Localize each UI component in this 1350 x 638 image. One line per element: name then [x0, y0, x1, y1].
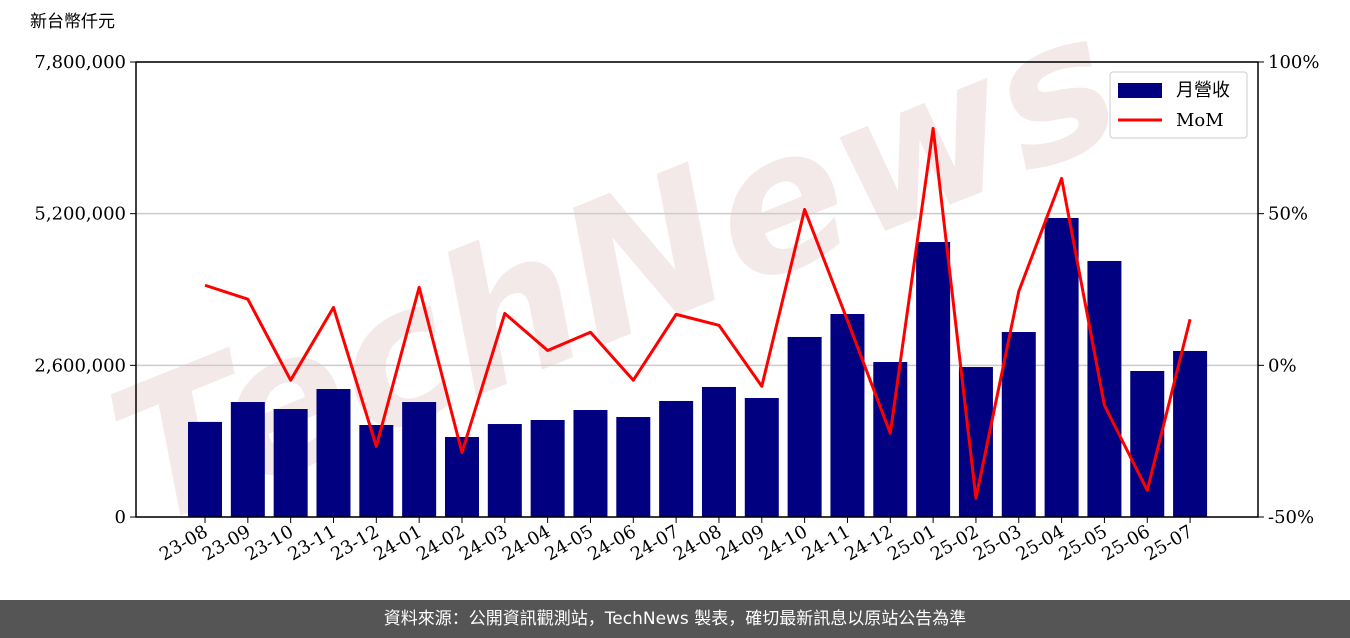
bar: [659, 400, 694, 517]
bar: [916, 242, 951, 517]
bar: [744, 398, 779, 517]
bar: [188, 421, 222, 517]
x-tick-label: 24-08: [670, 521, 725, 565]
x-tick-label: 25-05: [1055, 521, 1110, 565]
y-axis-label: 新台幣仟元: [30, 12, 115, 32]
plot-frame: [135, 61, 1259, 518]
bar: [487, 424, 522, 517]
bar: [573, 410, 608, 517]
bar: [273, 409, 308, 517]
legend: 月營收 MoM: [1109, 71, 1248, 139]
y2-tick-label: 50%: [1268, 204, 1308, 225]
x-tick-label: 24-09: [713, 521, 768, 565]
bar: [830, 314, 865, 517]
y2-tick-label: 0%: [1268, 355, 1297, 376]
x-tick-label: 23-12: [327, 521, 382, 565]
y2-tick-label: 100%: [1268, 52, 1319, 73]
x-tick-label: 24-02: [413, 521, 468, 565]
bar: [1087, 260, 1122, 517]
chart: 新台幣仟元 TechNews02,600,0005,200,0007,800,0…: [30, 0, 1319, 570]
bar: [359, 425, 394, 517]
x-tick-label: 24-03: [456, 521, 511, 565]
y2-tick-label: -50%: [1268, 507, 1314, 528]
x-tick-label: 25-06: [1098, 521, 1153, 565]
x-tick-label: 24-05: [542, 521, 597, 565]
bar: [701, 386, 736, 517]
bar: [873, 362, 908, 517]
x-tick-label: 25-03: [970, 521, 1025, 565]
bar: [1001, 332, 1036, 517]
legend-label: 月營收: [1176, 80, 1230, 101]
y-tick-label: 2,600,000: [34, 355, 126, 376]
bar: [1173, 350, 1208, 517]
bar: [530, 419, 565, 517]
x-tick-label: 25-07: [1141, 521, 1196, 565]
x-tick-label: 24-06: [584, 521, 639, 565]
legend-swatch: [1118, 83, 1162, 98]
x-tick-label: 24-07: [627, 521, 682, 565]
x-tick-label: 24-04: [499, 521, 554, 565]
x-tick-label: 25-01: [884, 521, 939, 565]
bar: [230, 402, 265, 517]
y-tick-label: 0: [115, 507, 126, 528]
bar: [616, 417, 651, 517]
x-tick-label: 23-11: [285, 521, 340, 565]
x-tick-label: 24-12: [841, 521, 896, 565]
bar: [787, 336, 822, 517]
y-tick-label: 5,200,000: [34, 204, 126, 225]
footer: 資料來源：公開資訊觀測站，TechNews 製表，確切最新訊息以原站公告為準: [0, 600, 1350, 638]
x-tick-label: 25-04: [1013, 521, 1068, 565]
bar: [316, 389, 351, 517]
line: [204, 126, 1192, 500]
bar: [1044, 217, 1079, 517]
x-tick-label: 24-01: [370, 521, 425, 565]
bar: [402, 402, 437, 517]
x-tick-label: 25-02: [927, 521, 982, 565]
x-tick-label: 24-10: [756, 521, 811, 565]
x-tick-label: 24-11: [799, 521, 854, 565]
y-tick-label: 7,800,000: [34, 52, 126, 73]
legend-label: MoM: [1176, 110, 1224, 131]
